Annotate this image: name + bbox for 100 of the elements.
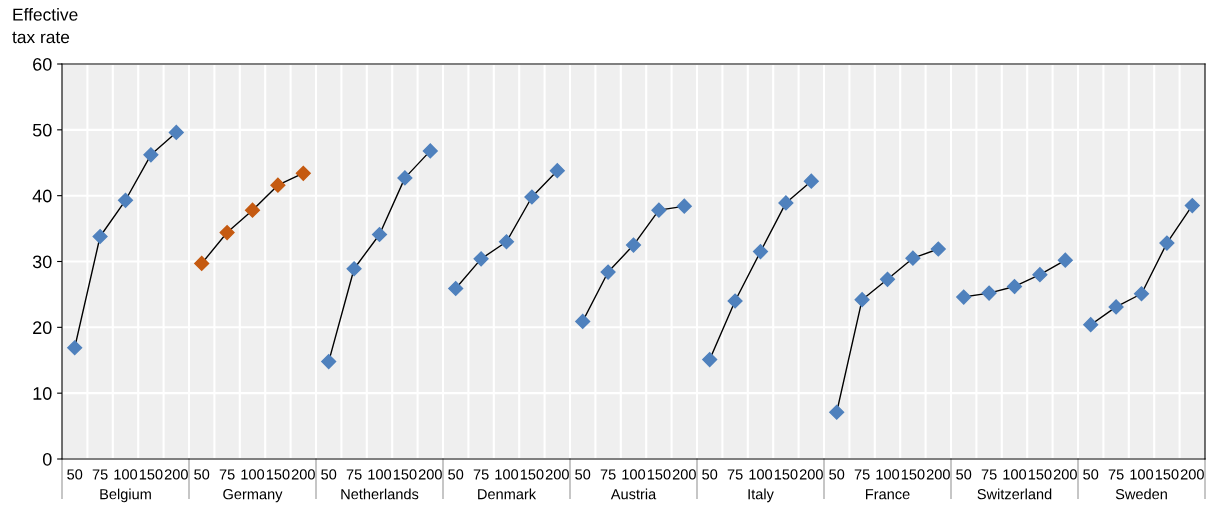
point <box>1006 278 1023 295</box>
point <box>651 202 667 218</box>
point <box>270 177 286 193</box>
x-tick-label: 200 <box>164 469 188 480</box>
point <box>600 264 616 280</box>
text: France <box>866 489 910 500</box>
point <box>397 170 413 186</box>
point <box>854 292 870 308</box>
point <box>422 143 438 159</box>
y-tick-label: 50 <box>32 123 52 137</box>
x-tick-label: 150 <box>901 469 925 480</box>
point <box>727 293 743 309</box>
x-tick-label: 100 <box>368 469 392 480</box>
x-tick-label: 75 <box>600 469 616 480</box>
x-tick-label: 75 <box>346 469 362 480</box>
x-tick-label: 150 <box>520 469 544 480</box>
x-tick-label: 200 <box>1180 469 1204 480</box>
x-tick-label: 200 <box>926 469 950 480</box>
text: Denmark <box>478 488 537 500</box>
x-tick-label: 100 <box>495 469 519 480</box>
point <box>575 313 591 329</box>
x-tick-label: 50 <box>829 469 845 480</box>
point <box>143 147 159 163</box>
y-tick-label: 10 <box>33 387 52 400</box>
x-tick-label: 200 <box>418 469 442 480</box>
y-tick-label: 60 <box>33 57 52 71</box>
y-axis-title: Effective tax rate <box>12 8 78 44</box>
x-tick-label: 150 <box>1155 469 1179 480</box>
y-tick-label: 20 <box>33 321 52 335</box>
x-tick-label: 100 <box>241 469 265 480</box>
x-tick-label: 75 <box>473 469 489 480</box>
x-tick-label: 200 <box>291 469 315 480</box>
x-tick-label: 50 <box>702 469 718 480</box>
x-tick-label: 100 <box>114 469 138 480</box>
point <box>219 224 235 241</box>
x-tick-label: 75 <box>92 469 108 480</box>
x-tick-label: 75 <box>727 469 743 480</box>
x-tick-label: 100 <box>622 469 646 480</box>
point <box>956 289 972 305</box>
x-tick-label: 50 <box>956 469 972 480</box>
point <box>752 244 769 260</box>
x-tick-label: 50 <box>321 469 337 480</box>
point <box>879 271 896 287</box>
point <box>1057 252 1073 268</box>
x-tick-label: 50 <box>1083 469 1099 480</box>
point <box>117 192 134 208</box>
point <box>981 285 997 301</box>
x-tick-label: 150 <box>139 469 163 480</box>
x-tick-label: 50 <box>575 469 591 480</box>
point <box>321 353 337 370</box>
x-tick-label: 100 <box>1003 469 1027 480</box>
point <box>676 198 692 214</box>
point <box>295 165 311 181</box>
point <box>448 280 464 297</box>
y-tick-label: 40 <box>32 189 52 203</box>
x-tick-label: 150 <box>1028 469 1052 480</box>
point <box>549 163 565 179</box>
point <box>1159 235 1175 251</box>
x-tick-label: 75 <box>854 469 870 480</box>
point <box>1133 286 1150 302</box>
x-tick-label: 100 <box>876 469 900 480</box>
point <box>829 404 845 420</box>
x-tick-label: 150 <box>393 469 417 480</box>
point <box>473 251 489 267</box>
text: Italy <box>748 488 774 503</box>
point <box>346 261 362 277</box>
x-tick-label: 200 <box>672 469 696 480</box>
point <box>92 228 108 245</box>
point <box>168 124 184 141</box>
y-tick-label: 30 <box>32 255 52 269</box>
text: Switzerland <box>977 488 1052 500</box>
point <box>498 234 515 250</box>
x-tick-label: 100 <box>1130 469 1154 480</box>
point <box>702 352 718 368</box>
text: Belgium <box>100 488 151 503</box>
point <box>905 250 921 266</box>
point <box>524 189 540 205</box>
x-tick-label: 50 <box>194 469 210 480</box>
point <box>371 226 388 243</box>
point <box>1184 197 1200 214</box>
point <box>625 237 642 253</box>
point <box>803 173 819 189</box>
point <box>778 195 794 211</box>
x-tick-label: 200 <box>799 469 823 480</box>
point <box>930 241 946 257</box>
x-tick-label: 200 <box>1053 469 1077 480</box>
text: Netherlands <box>341 488 419 500</box>
x-tick-label: 50 <box>67 469 83 480</box>
point <box>67 340 83 356</box>
text: Sweden <box>1115 488 1167 500</box>
x-tick-label: 75 <box>1108 469 1124 480</box>
x-tick-label: 75 <box>219 469 235 480</box>
point <box>1108 299 1124 315</box>
x-tick-label: 150 <box>647 469 671 480</box>
x-tick-label: 200 <box>545 469 569 480</box>
x-tick-label: 150 <box>266 469 290 480</box>
point <box>1083 317 1099 333</box>
point <box>194 255 210 272</box>
x-tick-label: 150 <box>774 469 798 480</box>
x-tick-label: 100 <box>749 469 773 480</box>
